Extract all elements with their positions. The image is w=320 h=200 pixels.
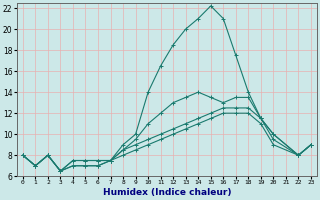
X-axis label: Humidex (Indice chaleur): Humidex (Indice chaleur) xyxy=(103,188,231,197)
